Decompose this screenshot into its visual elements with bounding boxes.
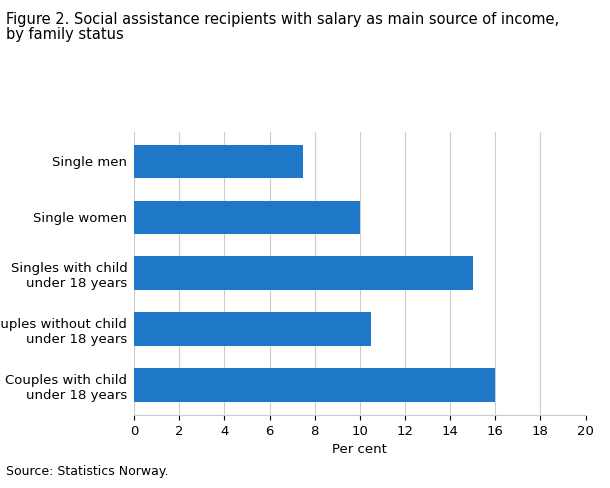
Bar <box>134 257 473 290</box>
Text: by family status: by family status <box>6 27 124 42</box>
X-axis label: Per cent: Per cent <box>332 443 387 456</box>
Bar <box>134 368 495 402</box>
Text: Source: Statistics Norway.: Source: Statistics Norway. <box>6 465 168 478</box>
Bar <box>134 201 360 234</box>
Bar <box>134 144 304 178</box>
Bar <box>134 312 371 346</box>
Text: Figure 2. Social assistance recipients with salary as main source of income,: Figure 2. Social assistance recipients w… <box>6 12 559 27</box>
